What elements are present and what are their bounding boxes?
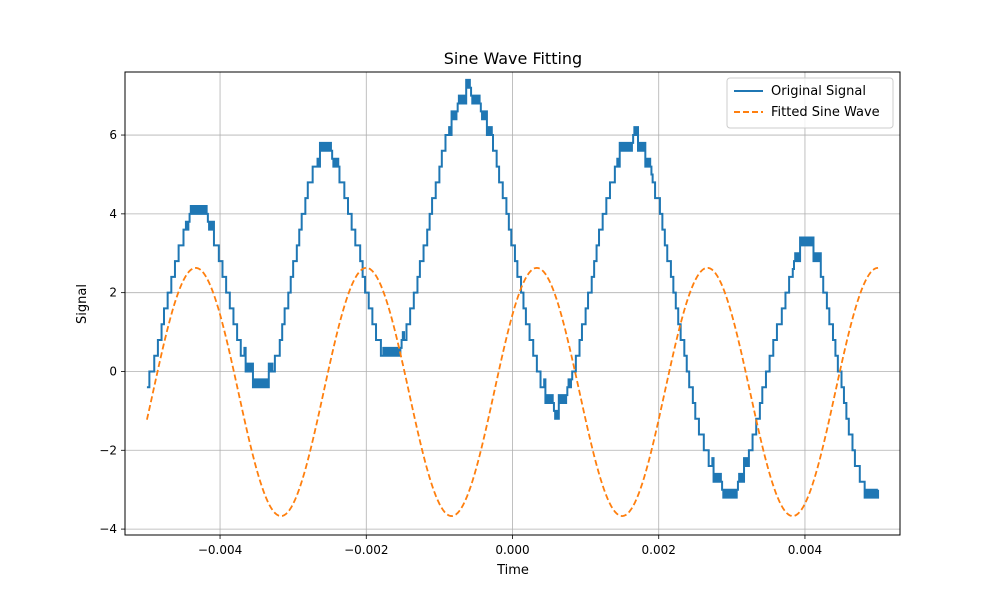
legend: Original Signal Fitted Sine Wave xyxy=(726,77,894,129)
y-axis-label: Signal xyxy=(75,284,90,324)
y-tick-label: −2 xyxy=(99,443,117,457)
legend-box xyxy=(726,77,894,129)
x-tick-label: 0.000 xyxy=(495,543,529,557)
y-tick-label: 0 xyxy=(109,364,117,378)
chart-title: Sine Wave Fitting xyxy=(444,49,582,68)
x-tick-label: −0.002 xyxy=(344,543,388,557)
legend-label-fitted-sine-wave: Fitted Sine Wave xyxy=(771,105,880,120)
y-tick-label: 2 xyxy=(109,286,117,300)
x-tick-label: 0.002 xyxy=(642,543,676,557)
x-tick-label: 0.004 xyxy=(788,543,822,557)
legend-label-original-signal: Original Signal xyxy=(771,84,866,99)
x-tick-label: −0.004 xyxy=(198,543,242,557)
series-line-original-signal xyxy=(146,78,880,499)
y-tick-label: 6 xyxy=(109,128,117,142)
series-line-fitted-sine-wave xyxy=(146,266,879,518)
axis-ticks: −0.004 −0.002 0.000 0.002 0.004 −4 −2 0 2 4 6 xyxy=(99,128,822,557)
x-axis-label: Time xyxy=(496,563,529,578)
y-tick-label: −4 xyxy=(99,522,117,536)
grid-lines xyxy=(125,72,900,535)
plot-series xyxy=(146,78,880,518)
y-tick-label: 4 xyxy=(109,207,117,221)
